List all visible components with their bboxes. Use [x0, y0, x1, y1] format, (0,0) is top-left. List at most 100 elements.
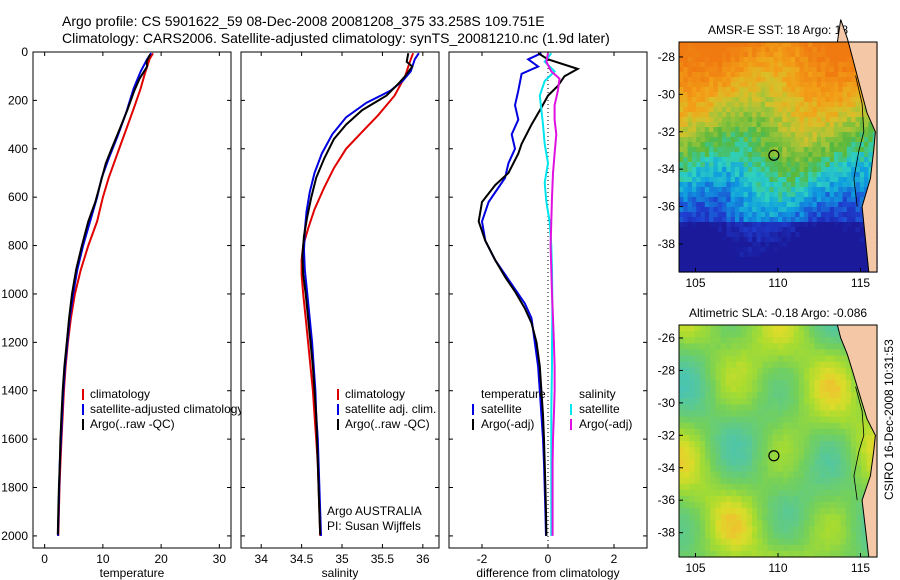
heatmap-cell	[679, 502, 685, 509]
heatmap-cell	[829, 142, 835, 148]
heatmap-cell	[696, 182, 702, 188]
heatmap-cell	[859, 227, 865, 233]
heatmap-cell	[855, 232, 861, 238]
heatmap-cell	[821, 52, 826, 58]
heatmap-cell	[829, 217, 835, 223]
heatmap-cell	[783, 477, 790, 485]
heatmap-cell	[715, 483, 722, 491]
heatmap-cell	[691, 47, 697, 53]
heatmap-cell	[829, 87, 835, 93]
heatmap-cell	[720, 392, 727, 399]
heatmap-cell	[773, 72, 779, 78]
heatmap-cell	[840, 489, 847, 497]
heatmap-cell	[812, 117, 818, 123]
heatmap-cell	[713, 162, 719, 168]
heatmap-cell	[767, 416, 774, 424]
heatmap-cell	[816, 242, 822, 248]
heatmap-cell	[699, 495, 706, 503]
heatmap-cell	[851, 137, 857, 143]
heatmap-cell	[778, 483, 784, 491]
heatmap-cell	[804, 514, 810, 521]
heatmap-cell	[814, 489, 821, 497]
heatmap-cell	[790, 207, 796, 213]
heatmap-cell	[799, 172, 805, 178]
heatmap-cell	[762, 471, 769, 479]
heatmap-cell	[773, 52, 779, 58]
heatmap-cell	[821, 267, 826, 273]
heatmap-cell	[790, 262, 796, 268]
heatmap-cell	[830, 331, 836, 338]
heatmap-cell	[772, 453, 779, 460]
heatmap-cell	[751, 544, 758, 552]
heatmap-cell	[835, 477, 842, 485]
heatmap-cell	[846, 252, 852, 258]
heatmap-cell	[743, 92, 749, 98]
heatmap-cell	[679, 477, 685, 485]
heatmap-cell	[793, 416, 800, 424]
heatmap-cell	[783, 367, 790, 375]
heatmap-cell	[803, 227, 809, 233]
heatmap-cell	[767, 471, 774, 479]
heatmap-cell	[840, 550, 847, 558]
heatmap-cell	[833, 137, 839, 143]
heatmap-cell	[814, 422, 821, 430]
heatmap-cell	[730, 102, 736, 108]
heatmap-cell	[842, 52, 848, 58]
heatmap-cell	[734, 232, 740, 238]
heatmap-cell	[713, 212, 719, 218]
heatmap-cell	[734, 247, 740, 253]
heatmap-cell	[679, 237, 684, 243]
heatmap-cell	[713, 67, 719, 73]
heatmap-cell	[756, 167, 762, 173]
heatmap-cell	[809, 422, 816, 430]
y-tick-label: 200	[8, 93, 28, 107]
heatmap-cell	[812, 167, 818, 173]
heatmap-cell	[730, 182, 736, 188]
heatmap-cell	[842, 192, 848, 198]
heatmap-cell	[679, 67, 684, 73]
heatmap-cell	[830, 441, 836, 448]
heatmap-cell	[840, 459, 847, 467]
heatmap-cell	[833, 57, 839, 63]
heatmap-cell	[726, 162, 732, 168]
heatmap-cell	[851, 187, 857, 193]
heatmap-cell	[679, 47, 684, 53]
heatmap-cell	[846, 132, 852, 138]
heatmap-cell	[790, 77, 796, 83]
heatmap-cell	[691, 192, 697, 198]
heatmap-cell	[757, 550, 763, 558]
heatmap-cell	[772, 422, 779, 430]
heatmap-cell	[757, 489, 763, 497]
heatmap-cell	[679, 434, 685, 442]
heatmap-cell	[835, 337, 842, 344]
heatmap-cell	[717, 127, 723, 133]
heatmap-cell	[851, 162, 857, 168]
heatmap-cell	[679, 142, 684, 148]
heatmap-cell	[808, 97, 814, 103]
heatmap-cell	[696, 162, 702, 168]
heatmap-cell	[713, 172, 719, 178]
heatmap-cell	[730, 172, 736, 178]
heatmap-cell	[833, 252, 839, 258]
heatmap-cell	[816, 77, 822, 83]
heatmap-cell	[803, 57, 809, 63]
heatmap-cell	[696, 77, 702, 83]
heatmap-cell	[856, 526, 862, 534]
heatmap-cell	[778, 87, 783, 93]
heatmap-cell	[752, 47, 758, 53]
heatmap-cell	[746, 544, 753, 552]
heatmap-cell	[756, 217, 762, 223]
heatmap-cell	[751, 465, 758, 473]
heatmap-cell	[790, 192, 796, 198]
heatmap-cell	[868, 122, 874, 128]
heatmap-cell	[709, 207, 715, 213]
heatmap-cell	[751, 392, 758, 399]
heatmap-cell	[720, 386, 727, 393]
heatmap-cell	[722, 252, 727, 258]
heatmap-cell	[795, 262, 801, 268]
heatmap-cell	[778, 187, 783, 193]
heatmap-cell	[790, 67, 796, 73]
heatmap-cell	[778, 162, 783, 168]
heatmap-cell	[705, 422, 711, 430]
heatmap-cell	[816, 207, 822, 213]
